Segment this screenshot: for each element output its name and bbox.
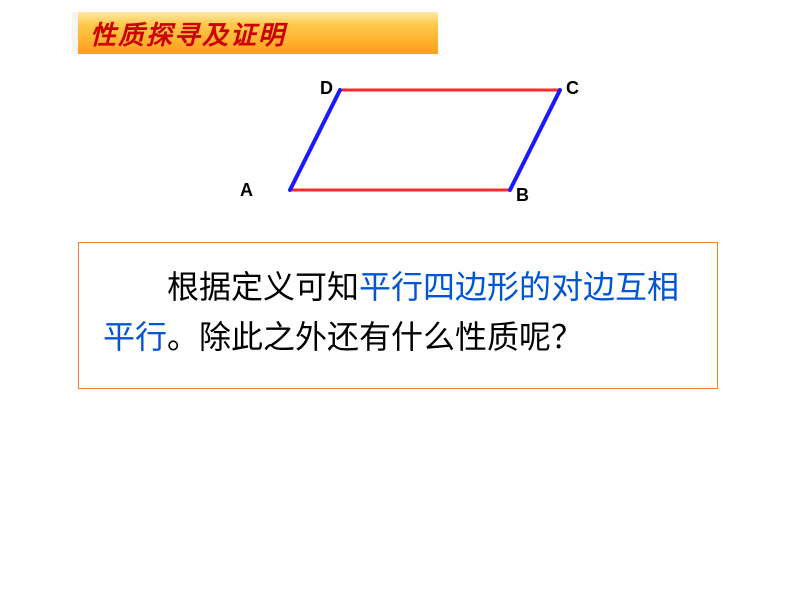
vertex-label-A: A [240, 180, 253, 201]
text-trailing: 。除此之外还有什么性质呢？ [167, 319, 583, 355]
title-bar: 性质探寻及证明 [78, 12, 438, 54]
vertex-label-D: D [320, 78, 333, 99]
title-text: 性质探寻及证明 [90, 15, 286, 52]
vertex-label-B: B [516, 185, 529, 206]
body-paragraph: 根据定义可知平行四边形的对边互相平行。除此之外还有什么性质呢？ [103, 263, 693, 362]
vertex-label-C: C [566, 78, 579, 99]
parallelogram-diagram: ABCD [260, 80, 600, 220]
text-leading: 根据定义可知 [167, 269, 359, 305]
body-text-box: 根据定义可知平行四边形的对边互相平行。除此之外还有什么性质呢？ [78, 242, 718, 389]
